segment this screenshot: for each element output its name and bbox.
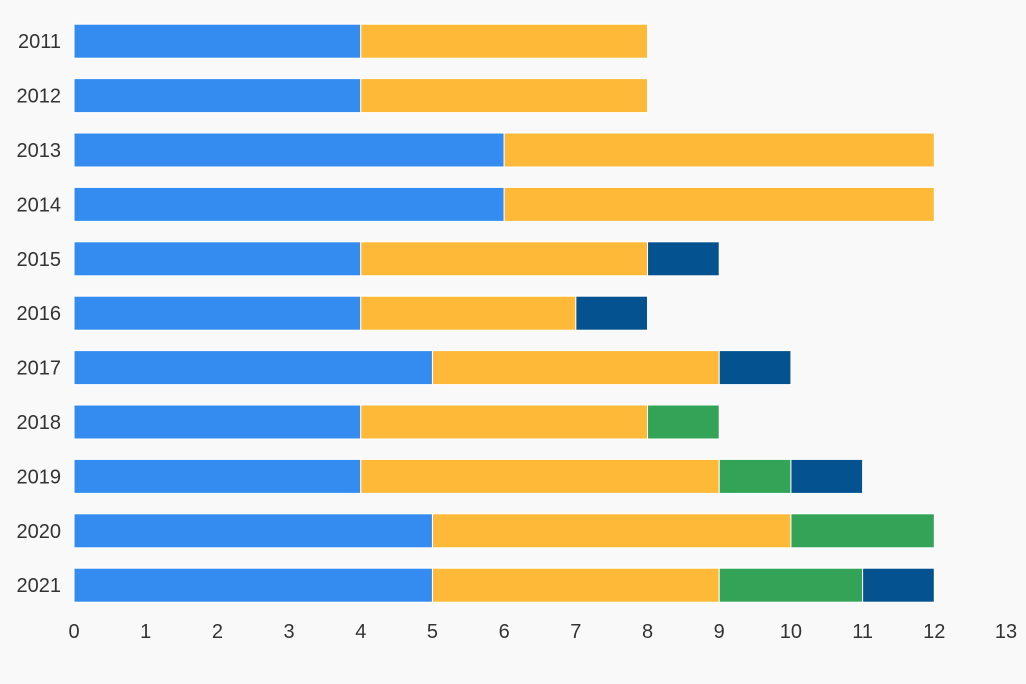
x-tick-label: 1 — [140, 621, 151, 643]
bar-segment-2019-2 — [360, 458, 720, 494]
bar-segment-2014-2 — [503, 186, 935, 222]
x-tick-label: 7 — [570, 621, 581, 643]
bar-segment-2018-3 — [647, 404, 720, 440]
y-tick-label: 2016 — [17, 303, 62, 325]
y-axis-labels: 2011 2012 2013 2014 2015 2016 2017 2018 2019 2020… — [17, 31, 62, 597]
bars-group — [73, 23, 935, 603]
y-tick-label: 2021 — [17, 575, 62, 597]
bar-segment-2019-4 — [790, 458, 864, 494]
x-tick-label: 13 — [995, 621, 1017, 643]
x-tick-label: 9 — [714, 621, 725, 643]
y-tick-label: 2014 — [17, 194, 62, 216]
bar-segment-2013-2 — [503, 132, 935, 168]
bar-segment-2020-3 — [790, 513, 935, 549]
x-tick-label: 0 — [68, 621, 79, 643]
bar-segment-2021-4 — [862, 567, 935, 603]
bar-segment-2018-2 — [360, 404, 649, 440]
bar-segment-2019-3 — [718, 458, 792, 494]
y-tick-label: 2015 — [17, 249, 62, 271]
x-tick-label: 12 — [923, 621, 945, 643]
bar-segment-2011-2 — [360, 23, 649, 59]
bar-segment-2016-4 — [575, 295, 649, 331]
bar-segment-2015-2 — [360, 241, 649, 277]
bar-segment-2016-2 — [360, 295, 577, 331]
bar-segment-2013-1 — [73, 132, 505, 168]
y-tick-label: 2019 — [17, 466, 62, 488]
y-tick-label: 2020 — [17, 521, 62, 543]
x-tick-label: 5 — [427, 621, 438, 643]
bar-segment-2016-1 — [73, 295, 362, 331]
bar-segment-2021-3 — [718, 567, 864, 603]
x-axis-labels: 0 1 2 3 4 5 6 7 8 9 10 11 12 13 — [68, 621, 1017, 643]
x-tick-label: 6 — [499, 621, 510, 643]
y-tick-label: 2017 — [17, 358, 62, 380]
bar-segment-2018-1 — [73, 404, 362, 440]
bar-segment-2017-2 — [431, 350, 720, 386]
bar-segment-2015-1 — [73, 241, 362, 277]
bar-segment-2020-1 — [73, 513, 433, 549]
x-tick-label: 8 — [642, 621, 653, 643]
bar-segment-2017-4 — [718, 350, 792, 386]
y-tick-label: 2018 — [17, 412, 62, 434]
x-tick-label: 3 — [284, 621, 295, 643]
bar-segment-2017-1 — [73, 350, 433, 386]
bar-segment-2012-1 — [73, 78, 362, 114]
bar-segment-2021-2 — [431, 567, 720, 603]
y-tick-label: 2013 — [17, 140, 62, 162]
x-tick-label: 10 — [780, 621, 802, 643]
bar-segment-2015-4 — [647, 241, 720, 277]
x-tick-label: 2 — [212, 621, 223, 643]
x-tick-label: 11 — [852, 621, 873, 643]
bar-segment-2014-1 — [73, 186, 505, 222]
x-tick-label: 4 — [355, 621, 366, 643]
y-tick-label: 2011 — [18, 31, 61, 53]
bar-segment-2020-2 — [431, 513, 792, 549]
bar-segment-2019-1 — [73, 458, 362, 494]
bar-segment-2012-2 — [360, 78, 649, 114]
bar-segment-2021-1 — [73, 567, 433, 603]
y-tick-label: 2012 — [17, 86, 62, 108]
bar-segment-2011-1 — [73, 23, 362, 59]
